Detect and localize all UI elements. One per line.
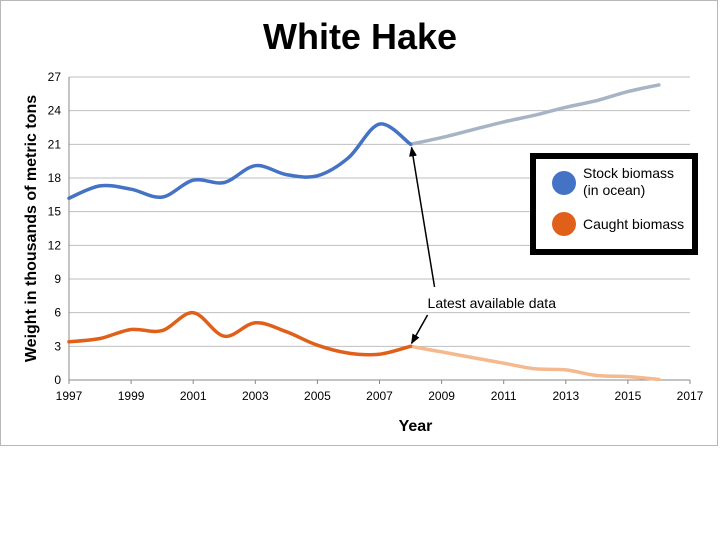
annotation-arrow-stock xyxy=(409,146,436,288)
stock-projection-line xyxy=(408,83,661,147)
x-tick-label-2011: 2011 xyxy=(491,389,517,403)
y-tick-label-3: 3 xyxy=(54,339,61,353)
y-tick-label-0: 0 xyxy=(54,373,61,387)
x-tick-label-2007: 2007 xyxy=(366,389,393,403)
legend: Stock biomass(in ocean) Caught biomass xyxy=(530,153,698,255)
x-tick-label-2005: 2005 xyxy=(304,389,331,403)
x-tick-label-2015: 2015 xyxy=(615,389,642,403)
x-tick-label-1999: 1999 xyxy=(118,389,145,403)
x-tick-label-2009: 2009 xyxy=(428,389,455,403)
caught-projection-line xyxy=(408,344,661,382)
caught-observed-line xyxy=(67,310,413,357)
axes: 0 3 6 9 12 15 18 21 24 27 1997 1999 2001 2003 2005 2007… xyxy=(23,70,704,435)
y-tick-label-24: 24 xyxy=(48,104,62,118)
stock-observed-line xyxy=(67,122,413,200)
x-tick-label-2013: 2013 xyxy=(552,389,579,403)
caught-legend-marker xyxy=(552,212,576,236)
x-tick-label-2001: 2001 xyxy=(180,389,207,403)
y-tick-label-27: 27 xyxy=(48,70,62,84)
annotation-text: Latest available data xyxy=(428,295,557,311)
annotation-arrow-caught xyxy=(410,314,429,345)
caught-legend-label-line-0: Caught biomass xyxy=(583,216,684,232)
x-tick-label-2003: 2003 xyxy=(242,389,269,403)
y-tick-label-18: 18 xyxy=(48,171,62,185)
stock-legend-marker xyxy=(552,171,576,195)
annotation-group: Latest available data xyxy=(409,146,557,345)
stock-legend-label-line-1: (in ocean) xyxy=(583,182,645,198)
y-tick-label-6: 6 xyxy=(54,306,61,320)
legend-content: Stock biomass(in ocean) Caught biomass xyxy=(533,156,695,252)
x-tick-label-2017: 2017 xyxy=(677,389,704,403)
y-tick-label-9: 9 xyxy=(54,272,61,286)
y-tick-label-21: 21 xyxy=(48,137,62,151)
y-axis-title: Weight in thousands of metric tons xyxy=(23,95,40,362)
stock-legend-label-line-0: Stock biomass xyxy=(583,165,674,181)
series-lines xyxy=(67,83,661,382)
x-axis-title: Year xyxy=(399,418,433,435)
y-tick-label-15: 15 xyxy=(48,205,62,219)
y-tick-label-12: 12 xyxy=(48,238,62,252)
x-tick-label-1997: 1997 xyxy=(56,389,83,403)
chart-title: White Hake xyxy=(262,16,458,57)
legend-border xyxy=(530,153,698,255)
